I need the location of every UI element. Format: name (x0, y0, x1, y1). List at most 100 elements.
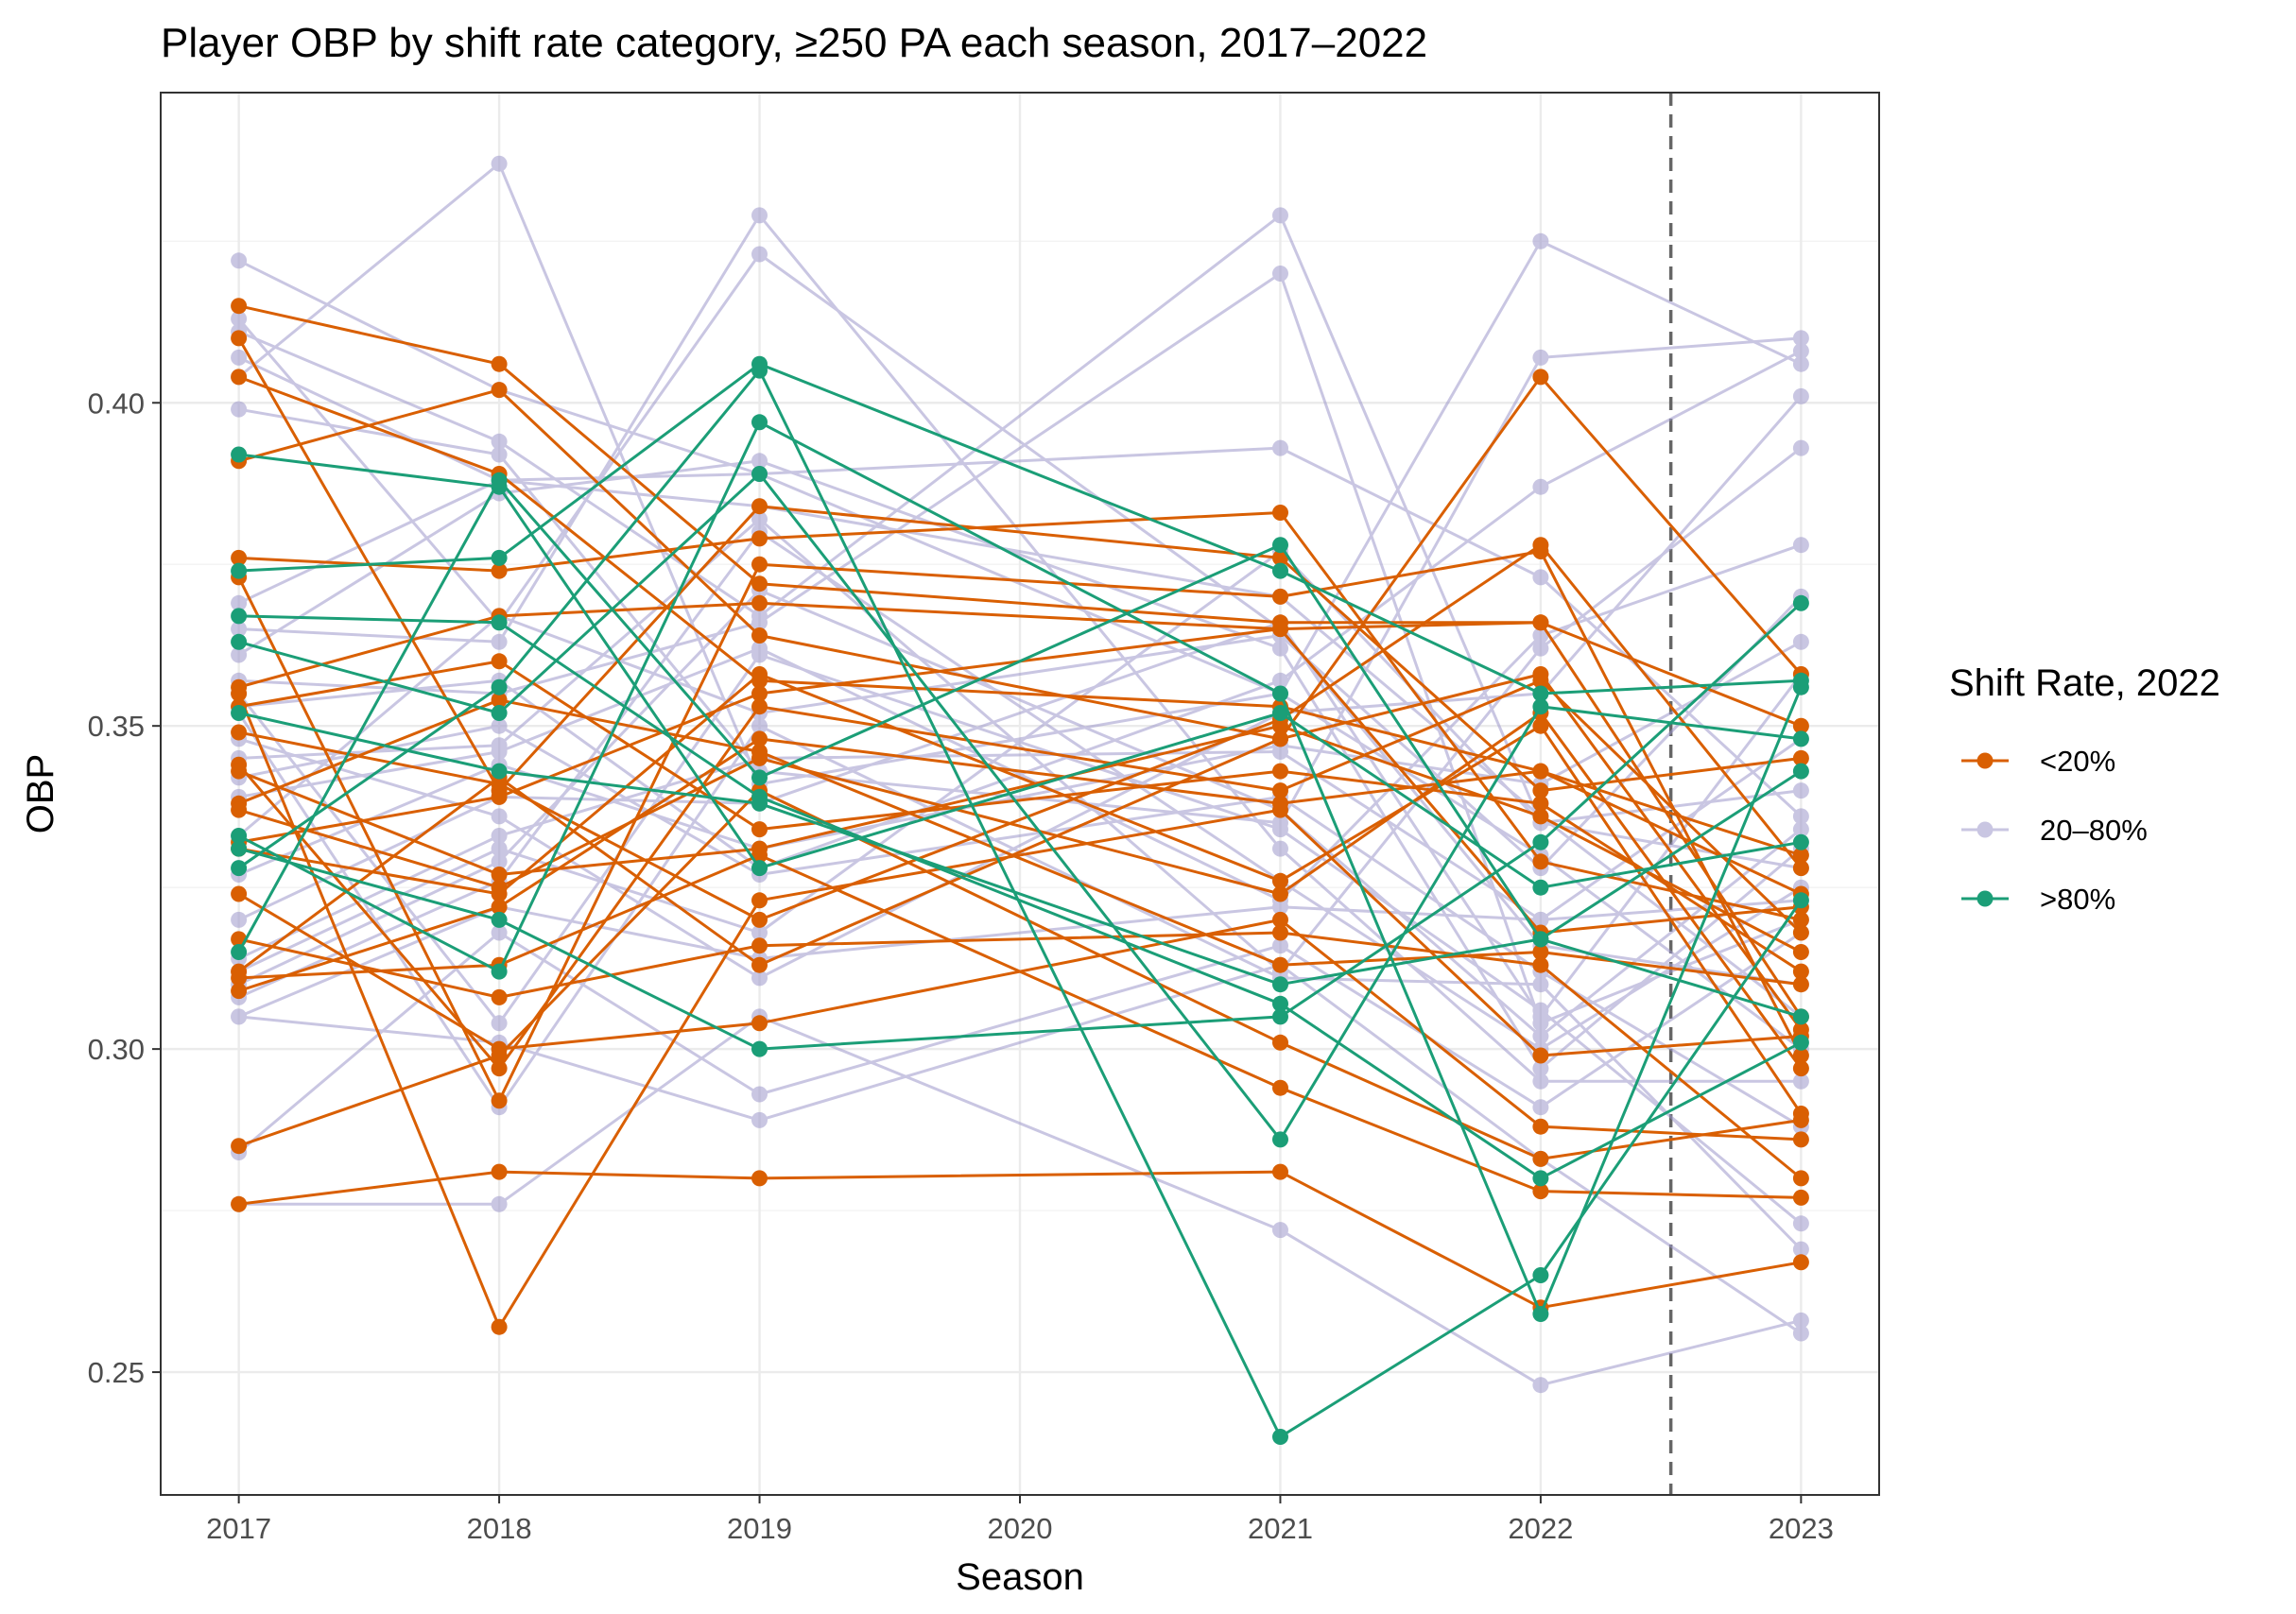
player-point (1272, 924, 1288, 941)
player-point (1532, 698, 1549, 715)
player-line (237, 356, 1803, 1019)
player-point (491, 963, 508, 980)
player-line (238, 931, 1803, 1180)
player-point (1272, 872, 1288, 889)
player-point (1792, 1047, 1809, 1064)
player-point (491, 562, 508, 579)
player-point (751, 1015, 768, 1032)
player-point (491, 744, 508, 760)
player-point (1272, 266, 1288, 282)
player-point (1272, 937, 1288, 954)
player-point (751, 1040, 768, 1057)
player-point (1532, 853, 1549, 870)
player-point (1532, 1118, 1549, 1135)
player-point (1792, 847, 1809, 864)
player-point (231, 549, 248, 566)
legend-label: >80% (2040, 883, 2115, 916)
player-line (238, 712, 1803, 1070)
player-point (751, 1170, 768, 1187)
player-point (231, 330, 248, 347)
player-point (751, 860, 768, 877)
player-point (491, 692, 508, 709)
player-point (1532, 833, 1549, 850)
player-point (1792, 355, 1809, 372)
player-point (491, 1195, 508, 1212)
legend: Shift Rate, 2022 <20% 20–80% >80% (1949, 662, 2220, 916)
player-point (1272, 1034, 1288, 1051)
x-tick-label: 2020 (988, 1512, 1053, 1545)
player-point (1792, 782, 1809, 799)
player-point (491, 988, 508, 1005)
player-line (238, 614, 1803, 1180)
player-point (1532, 1060, 1549, 1077)
player-point (1792, 387, 1809, 404)
player-point (491, 472, 508, 489)
player-point (1792, 1325, 1809, 1342)
player-point (1792, 860, 1809, 877)
player-point (1792, 594, 1809, 611)
player-point (491, 717, 508, 734)
legend-label: 20–80% (2040, 814, 2148, 847)
player-point (1792, 1189, 1809, 1206)
player-line (238, 789, 1802, 1160)
player-point (1532, 1028, 1549, 1044)
player-point (231, 724, 248, 741)
player-point (491, 867, 508, 883)
plot-panel (160, 92, 1880, 1496)
player-line (237, 595, 1803, 870)
player-point (1272, 717, 1288, 734)
player-point (1272, 911, 1288, 928)
player-line (238, 602, 1803, 1051)
player-point (1532, 956, 1549, 973)
player-point (231, 633, 248, 650)
player-point (1272, 1429, 1288, 1445)
player-point (491, 705, 508, 721)
player-point (1532, 1002, 1549, 1019)
player-point (1532, 1267, 1549, 1283)
player-point (751, 970, 768, 987)
player-point (1272, 1079, 1288, 1096)
player-point (751, 685, 768, 702)
player-point (751, 414, 768, 431)
legend-items: <20% 20–80% >80% (1961, 745, 2148, 916)
player-point (231, 944, 248, 960)
player-point (751, 821, 768, 838)
player-point (1792, 808, 1809, 825)
player-point (1272, 705, 1288, 721)
x-tick-label: 2022 (1508, 1512, 1573, 1545)
player-point (1272, 439, 1288, 456)
player-line (237, 162, 1803, 786)
player-point (1792, 1022, 1809, 1039)
player-line (238, 899, 1802, 1019)
player-point (491, 446, 508, 463)
player-point (1272, 207, 1288, 224)
axis-ticks: 0.25 0.30 0.35 0.40 2017 2018 2019 2020 2021 2022… (88, 386, 1834, 1545)
legend-title: Shift Rate, 2022 (1949, 662, 2220, 704)
player-point (751, 362, 768, 379)
player-point (1532, 537, 1549, 554)
x-axis-title: Season (956, 1556, 1084, 1598)
player-point (1532, 627, 1549, 644)
player-point (491, 1318, 508, 1335)
player-point (751, 730, 768, 747)
player-point (231, 369, 248, 386)
player-point (1272, 821, 1288, 838)
player-point (1532, 717, 1549, 734)
player-point (231, 983, 248, 1000)
player-point (1272, 763, 1288, 780)
player-point (751, 530, 768, 547)
player-point (751, 717, 768, 734)
player-point (751, 840, 768, 857)
player-point (1792, 976, 1809, 993)
player-point (1792, 763, 1809, 780)
chart-title: Player OBP by shift rate category, ≥250 … (161, 20, 1427, 66)
player-point (491, 355, 508, 372)
player-line (238, 375, 1803, 741)
player-point (491, 924, 508, 941)
player-point (1532, 614, 1549, 631)
player-point (491, 808, 508, 825)
player-point (1272, 956, 1288, 973)
player-line (238, 304, 1802, 728)
player-point (1792, 730, 1809, 747)
player-point (1532, 1377, 1549, 1394)
